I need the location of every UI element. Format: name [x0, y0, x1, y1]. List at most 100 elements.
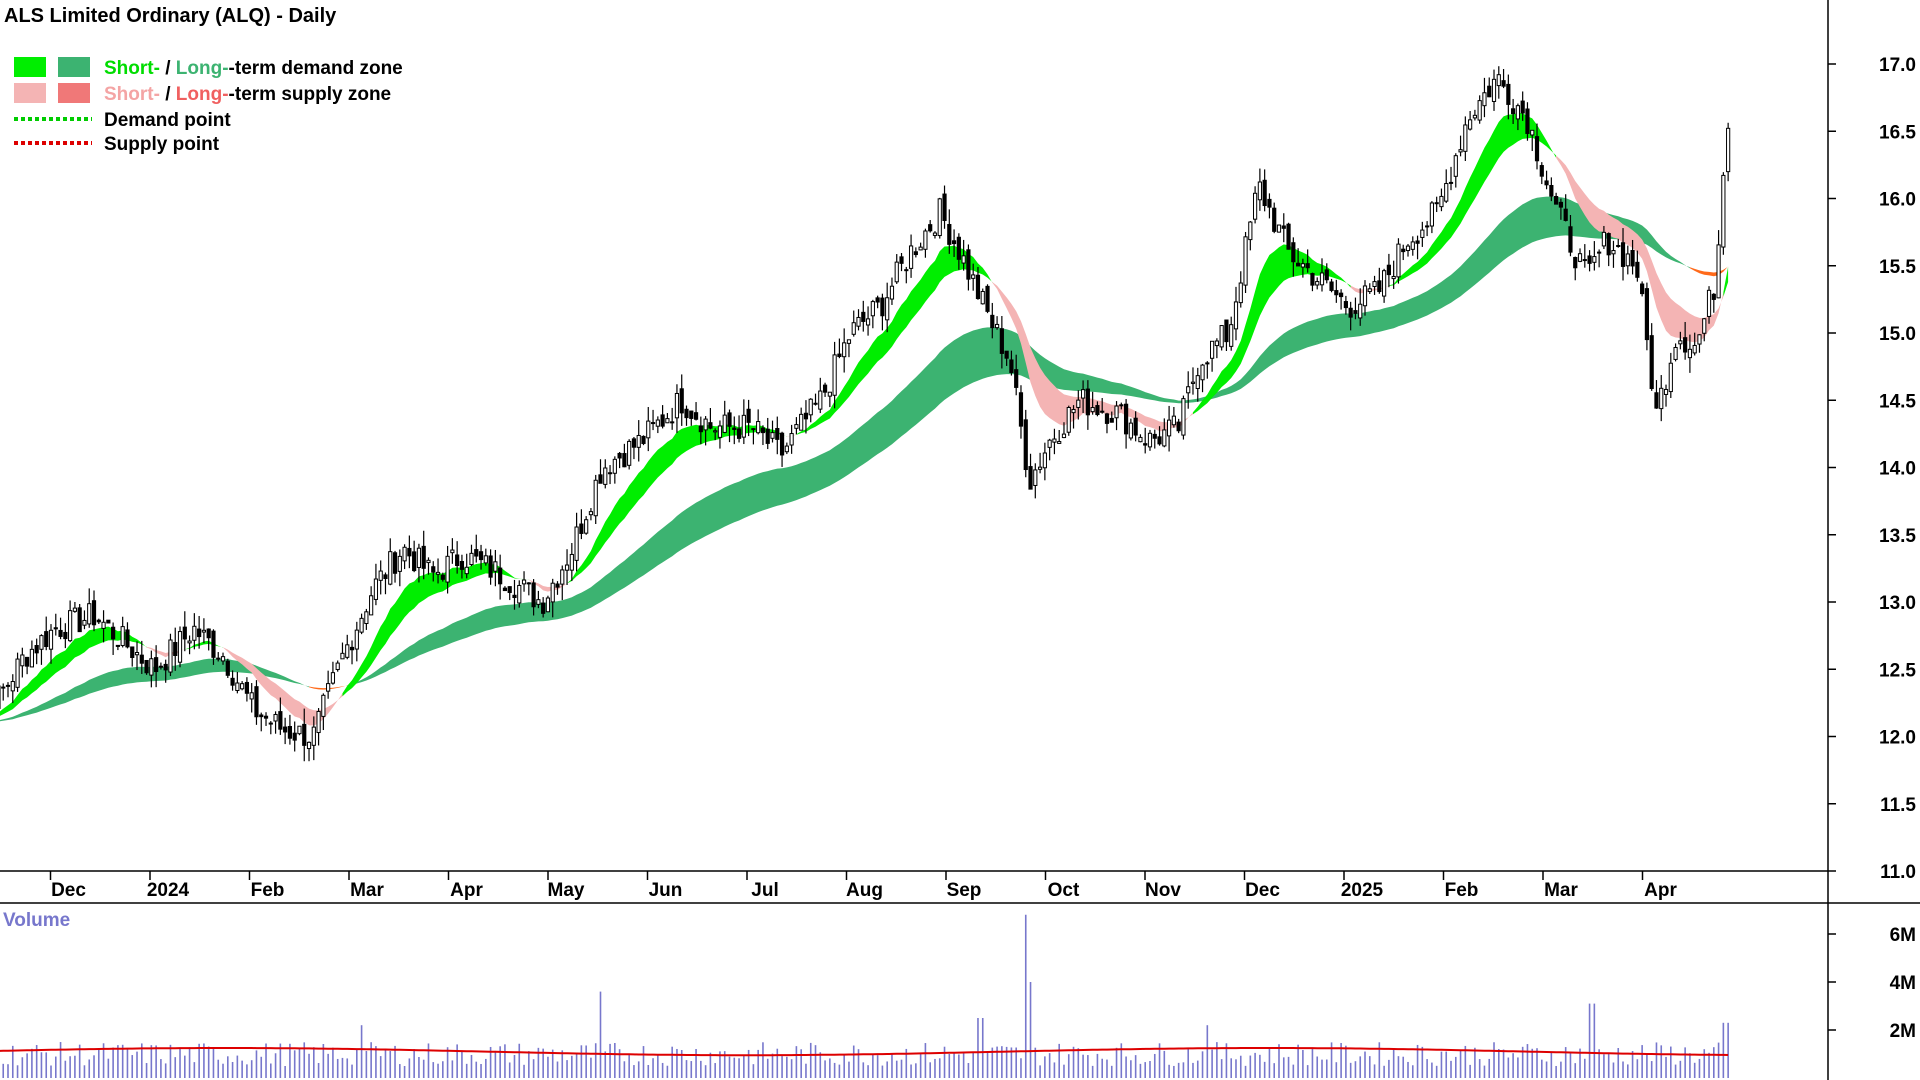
candle-body: [842, 342, 847, 358]
x-tick-label: Mar: [350, 880, 384, 901]
candle-body: [44, 631, 49, 648]
candle-body: [225, 660, 230, 676]
candle-body: [1520, 100, 1525, 114]
candle-body: [971, 274, 976, 279]
x-tick-label: Aug: [846, 880, 883, 901]
candle-body: [1042, 452, 1047, 469]
candle-body: [994, 323, 1000, 329]
price-tick-label: 17.0: [1879, 55, 1916, 76]
short-demand-zone: [1723, 266, 1729, 297]
candle-body: [713, 430, 718, 433]
candle-body: [29, 648, 34, 668]
candle-body: [1276, 224, 1282, 233]
candle-body: [139, 654, 144, 664]
candle-body: [287, 725, 293, 739]
candle-body: [1004, 350, 1009, 359]
candle-body: [445, 555, 450, 583]
candle-body: [1377, 280, 1382, 293]
candle-body: [421, 545, 426, 569]
candle-body: [407, 547, 412, 557]
x-tick-label: Apr: [450, 880, 483, 901]
candle-body: [1037, 466, 1043, 470]
candle-body: [961, 255, 966, 264]
candle-body: [1644, 288, 1650, 341]
candle-body: [851, 322, 856, 335]
short-supply-zone: [992, 282, 1193, 432]
candle-body: [1061, 433, 1067, 439]
candle-body: [789, 433, 794, 446]
candle-body: [607, 472, 613, 475]
candle-body: [1606, 233, 1611, 256]
candle-body: [359, 617, 364, 633]
candle-body: [1539, 165, 1544, 177]
candle-body: [82, 619, 87, 626]
price-tick-label: 11.0: [1880, 862, 1916, 883]
candle-body: [875, 297, 880, 303]
candle-body: [464, 566, 469, 575]
candle-body: [693, 412, 699, 420]
candle-body: [1334, 290, 1339, 296]
candle-body: [502, 587, 508, 592]
candle-body: [1458, 149, 1463, 153]
price-tick-label: 13.5: [1879, 526, 1916, 547]
candle-body: [717, 425, 723, 438]
candle-body: [536, 599, 541, 605]
candle-body: [364, 611, 369, 625]
candle-body: [1654, 392, 1659, 409]
candle-body: [1372, 281, 1377, 288]
candle-body: [904, 269, 909, 272]
time-axis: Dec 2024 Feb Mar Apr May Jun Jul Aug Sep Oct Nov Dec…: [49, 871, 1677, 901]
candle-body: [440, 574, 445, 580]
candle-body: [779, 432, 785, 456]
candle-body: [326, 683, 331, 692]
candle-body: [569, 553, 574, 571]
candle-body: [1076, 399, 1081, 408]
candle-body: [808, 398, 813, 416]
candle-body: [913, 251, 918, 256]
candle-body: [928, 224, 933, 232]
candle-body: [1577, 253, 1583, 262]
x-tick-label: 2025: [1341, 880, 1384, 901]
candle-body: [1214, 340, 1219, 347]
candle-body: [1511, 108, 1516, 115]
candle-body: [273, 713, 278, 722]
candle-body: [1319, 272, 1325, 286]
candle-body: [311, 726, 316, 746]
candle-body: [10, 681, 15, 692]
candle-body: [861, 311, 866, 322]
candle-body: [1649, 335, 1654, 389]
candle-body: [106, 619, 111, 624]
candle-body: [1616, 244, 1621, 247]
candle-body: [48, 629, 54, 650]
candle-body: [206, 628, 211, 639]
candle-body: [15, 658, 20, 688]
candle-body: [1501, 80, 1506, 87]
candle-body: [1014, 369, 1019, 388]
legend-supply-zone: Short- / Long--term supply zone: [104, 84, 391, 105]
legend-demand-point: Demand point: [104, 110, 231, 131]
candle-body: [698, 425, 703, 433]
candle-body: [1568, 226, 1573, 253]
candle-body: [727, 412, 732, 427]
candle-body: [244, 681, 250, 694]
candle-body: [1367, 288, 1372, 293]
candle-body: [722, 414, 727, 433]
candle-body: [521, 579, 527, 585]
candle-body: [1673, 347, 1678, 360]
price-tick-label: 14.0: [1879, 459, 1916, 480]
candle-body: [770, 432, 775, 439]
candle-body: [1635, 261, 1640, 278]
legend-demand-zone: Short- / Long--term demand zone: [104, 58, 403, 79]
candle-body: [1028, 466, 1033, 490]
candle-body: [794, 424, 799, 429]
candle-body: [865, 318, 871, 326]
candle-body: [302, 723, 307, 746]
candle-body: [1429, 202, 1434, 227]
candle-body: [197, 628, 202, 638]
candle-body: [149, 658, 154, 676]
candle-body: [641, 435, 646, 444]
candle-body: [1286, 223, 1291, 250]
candle-body: [1711, 293, 1716, 300]
